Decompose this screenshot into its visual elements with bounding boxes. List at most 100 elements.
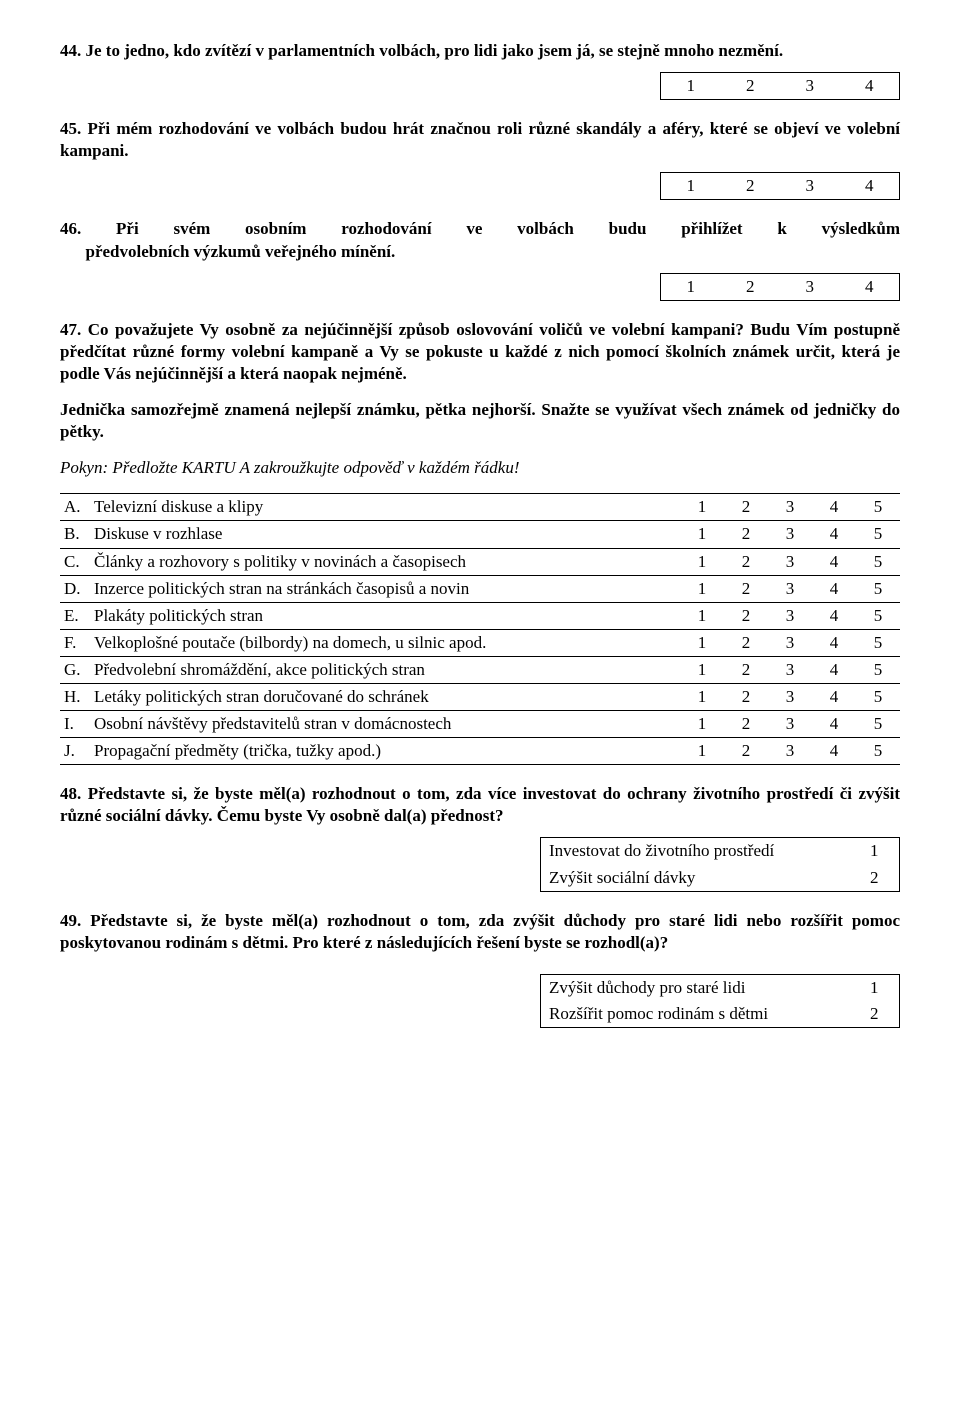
q47-scale-cell[interactable]: 5 bbox=[856, 711, 900, 738]
q44-scale-1[interactable]: 1 bbox=[661, 75, 721, 97]
q46-scale-4[interactable]: 4 bbox=[840, 276, 900, 298]
q48-opt1-val: 1 bbox=[850, 838, 900, 865]
q48-option-2[interactable]: Zvýšit sociální dávky 2 bbox=[541, 865, 900, 892]
q47-scale-cell[interactable]: 4 bbox=[812, 711, 856, 738]
q49-opt1-label: Zvýšit důchody pro staré lidi bbox=[541, 974, 850, 1001]
q47-row[interactable]: B.Diskuse v rozhlase12345 bbox=[60, 521, 900, 548]
q48-num: 48. bbox=[60, 784, 81, 803]
q47-row-label: Diskuse v rozhlase bbox=[90, 521, 680, 548]
q47-scale-cell[interactable]: 2 bbox=[724, 602, 768, 629]
q47-scale-cell[interactable]: 4 bbox=[812, 602, 856, 629]
q47-scale-cell[interactable]: 5 bbox=[856, 683, 900, 710]
q47-row[interactable]: D.Inzerce politických stran na stránkách… bbox=[60, 575, 900, 602]
q46-scale[interactable]: 1 2 3 4 bbox=[660, 273, 900, 301]
q47-scale-cell[interactable]: 2 bbox=[724, 548, 768, 575]
question-47: 47. Co považujete Vy osobně za nejúčinně… bbox=[60, 319, 900, 385]
q47-scale-cell[interactable]: 5 bbox=[856, 656, 900, 683]
q45-scale-2[interactable]: 2 bbox=[721, 175, 781, 197]
q47-scale-cell[interactable]: 1 bbox=[680, 683, 724, 710]
q47-scale-cell[interactable]: 2 bbox=[724, 521, 768, 548]
q47-scale-cell[interactable]: 2 bbox=[724, 711, 768, 738]
q47-row[interactable]: G.Předvolební shromáždění, akce politick… bbox=[60, 656, 900, 683]
q48-body: Představte si, že byste měl(a) rozhodnou… bbox=[60, 784, 900, 825]
q47-scale-cell[interactable]: 1 bbox=[680, 521, 724, 548]
q44-scale-2[interactable]: 2 bbox=[721, 75, 781, 97]
q47-scale-cell[interactable]: 4 bbox=[812, 548, 856, 575]
q47-scale-cell[interactable]: 2 bbox=[724, 656, 768, 683]
q48-options[interactable]: Investovat do životního prostředí 1 Zvýš… bbox=[540, 837, 900, 891]
q49-options[interactable]: Zvýšit důchody pro staré lidi 1 Rozšířit… bbox=[540, 974, 900, 1028]
q47-row[interactable]: I.Osobní návštěvy představitelů stran v … bbox=[60, 711, 900, 738]
q47-scale-cell[interactable]: 5 bbox=[856, 602, 900, 629]
q45-scale-3[interactable]: 3 bbox=[780, 175, 840, 197]
q46-scale-2[interactable]: 2 bbox=[721, 276, 781, 298]
q47-pokyn: Pokyn: Předložte KARTU A zakroužkujte od… bbox=[60, 457, 900, 479]
q47-row[interactable]: A.Televizní diskuse a klipy12345 bbox=[60, 494, 900, 521]
q47-body: Co považujete Vy osobně za nejúčinnější … bbox=[60, 320, 900, 383]
q47-row-letter: C. bbox=[60, 548, 90, 575]
q47-row[interactable]: E.Plakáty politických stran12345 bbox=[60, 602, 900, 629]
q48-option-1[interactable]: Investovat do životního prostředí 1 bbox=[541, 838, 900, 865]
q44-scale[interactable]: 1 2 3 4 bbox=[660, 72, 900, 100]
q47-scale-cell[interactable]: 1 bbox=[680, 711, 724, 738]
q46-scale-3[interactable]: 3 bbox=[780, 276, 840, 298]
q47-scale-cell[interactable]: 1 bbox=[680, 629, 724, 656]
q47-scale-cell[interactable]: 3 bbox=[768, 494, 812, 521]
q47-scale-cell[interactable]: 4 bbox=[812, 521, 856, 548]
q47-scale-cell[interactable]: 2 bbox=[724, 575, 768, 602]
q47-scale-cell[interactable]: 4 bbox=[812, 683, 856, 710]
q47-scale-cell[interactable]: 3 bbox=[768, 683, 812, 710]
q47-scale-cell[interactable]: 1 bbox=[680, 602, 724, 629]
q47-row[interactable]: F.Velkoplošné poutače (bilbordy) na dome… bbox=[60, 629, 900, 656]
q47-scale-cell[interactable]: 4 bbox=[812, 575, 856, 602]
q49-opt2-label: Rozšířit pomoc rodinám s dětmi bbox=[541, 1001, 850, 1028]
q47-scale-cell[interactable]: 5 bbox=[856, 548, 900, 575]
q47-row[interactable]: C.Články a rozhovory s politiky v noviná… bbox=[60, 548, 900, 575]
q47-scale-cell[interactable]: 3 bbox=[768, 656, 812, 683]
q47-scale-cell[interactable]: 1 bbox=[680, 575, 724, 602]
q47-scale-cell[interactable]: 3 bbox=[768, 711, 812, 738]
q47-scale-cell[interactable]: 1 bbox=[680, 656, 724, 683]
q44-scale-3[interactable]: 3 bbox=[780, 75, 840, 97]
q47-row[interactable]: H.Letáky politických stran doručované do… bbox=[60, 683, 900, 710]
q47-scale-cell[interactable]: 4 bbox=[812, 738, 856, 765]
q47-scale-cell[interactable]: 5 bbox=[856, 629, 900, 656]
q45-scale-4[interactable]: 4 bbox=[840, 175, 900, 197]
q47-row-letter: F. bbox=[60, 629, 90, 656]
q47-scale-cell[interactable]: 3 bbox=[768, 521, 812, 548]
q47-row-letter: J. bbox=[60, 738, 90, 765]
q44-num: 44. bbox=[60, 41, 81, 60]
q47-scale-cell[interactable]: 2 bbox=[724, 738, 768, 765]
q46-scale-1[interactable]: 1 bbox=[661, 276, 721, 298]
q47-scale-cell[interactable]: 4 bbox=[812, 629, 856, 656]
q49-option-2[interactable]: Rozšířit pomoc rodinám s dětmi 2 bbox=[541, 1001, 900, 1028]
q47-row[interactable]: J.Propagační předměty (trička, tužky apo… bbox=[60, 738, 900, 765]
q45-scale-1[interactable]: 1 bbox=[661, 175, 721, 197]
q47-scale-cell[interactable]: 4 bbox=[812, 656, 856, 683]
q47-row-label: Články a rozhovory s politiky v novinách… bbox=[90, 548, 680, 575]
question-46: 46. Při svém osobním rozhodování ve volb… bbox=[60, 218, 900, 262]
q47-scale-cell[interactable]: 4 bbox=[812, 494, 856, 521]
q44-text: 44. Je to jedno, kdo zvítězí v parlament… bbox=[60, 40, 900, 62]
q47-scale-cell[interactable]: 3 bbox=[768, 738, 812, 765]
q47-scale-cell[interactable]: 5 bbox=[856, 738, 900, 765]
q47-scale-cell[interactable]: 3 bbox=[768, 575, 812, 602]
q49-option-1[interactable]: Zvýšit důchody pro staré lidi 1 bbox=[541, 974, 900, 1001]
q47-scale-cell[interactable]: 1 bbox=[680, 738, 724, 765]
q47-scale-cell[interactable]: 2 bbox=[724, 494, 768, 521]
q47-row-label: Osobní návštěvy představitelů stran v do… bbox=[90, 711, 680, 738]
q47-scale-cell[interactable]: 5 bbox=[856, 575, 900, 602]
q47-scale-cell[interactable]: 3 bbox=[768, 602, 812, 629]
question-45: 45. Při mém rozhodování ve volbách budou… bbox=[60, 118, 900, 162]
q47-scale-cell[interactable]: 3 bbox=[768, 629, 812, 656]
q44-scale-4[interactable]: 4 bbox=[840, 75, 900, 97]
q45-scale[interactable]: 1 2 3 4 bbox=[660, 172, 900, 200]
q47-scale-cell[interactable]: 3 bbox=[768, 548, 812, 575]
q47-scale-cell[interactable]: 1 bbox=[680, 548, 724, 575]
q47-scale-cell[interactable]: 2 bbox=[724, 629, 768, 656]
q47-scale-cell[interactable]: 2 bbox=[724, 683, 768, 710]
question-48: 48. Představte si, že byste měl(a) rozho… bbox=[60, 783, 900, 827]
q47-scale-cell[interactable]: 5 bbox=[856, 494, 900, 521]
q47-scale-cell[interactable]: 1 bbox=[680, 494, 724, 521]
q47-scale-cell[interactable]: 5 bbox=[856, 521, 900, 548]
